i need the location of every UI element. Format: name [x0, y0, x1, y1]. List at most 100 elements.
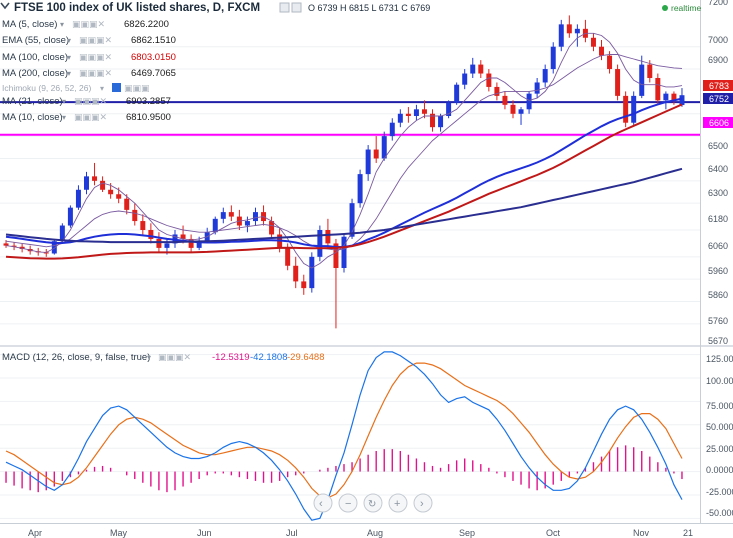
chevron-down-icon[interactable]: ▾ — [67, 53, 71, 62]
plus-icon: + — [394, 498, 400, 510]
chevron-down-icon[interactable]: ▾ — [62, 97, 66, 106]
macd-line-value: -42.1808 — [250, 352, 288, 363]
chevron-down-icon[interactable] — [0, 2, 10, 10]
candle-body — [631, 95, 637, 123]
chevron-down-icon[interactable]: ▾ — [147, 353, 151, 362]
macd-axis[interactable]: 125.00 100.00 75.000 50.000 25.000 0.000… — [706, 354, 733, 518]
zoom-out-button[interactable]: − — [338, 493, 358, 513]
indicator-row-ema55[interactable]: EMA (55, close) ▾ ▣▣▣✕ 6862.1510 — [2, 35, 176, 46]
candle-body — [293, 265, 299, 282]
indicator-row-ma200[interactable]: MA (200, close) ▾ ▣▣▣✕ 6469.7065 — [2, 68, 176, 79]
candle-body — [285, 247, 291, 266]
time-axis[interactable]: Apr May Jun Jul Aug Sep Oct Nov 21 — [28, 528, 693, 538]
indicator-row-ma5[interactable]: MA (5, close) ▾ ▣▣▣✕ 6826.2200 — [2, 19, 169, 30]
indicator-value: 6826.2200 — [124, 19, 169, 30]
symbol-format-icon[interactable] — [279, 2, 290, 13]
indicator-controls-icon[interactable]: ▣▣▣✕ — [158, 352, 191, 362]
price-pane[interactable] — [0, 0, 700, 344]
chevron-down-icon[interactable]: ▾ — [67, 69, 71, 78]
time-label: May — [110, 528, 128, 538]
indicator-row-ma10[interactable]: MA (10, close) ▾ ▣▣▣✕ 6810.9500 — [2, 112, 171, 123]
zoom-controls: ‹ − ↻ + › — [313, 493, 433, 513]
time-label: Jul — [286, 528, 298, 538]
indicator-row-ma21[interactable]: MA (21, close) ▾ ▣▣▣✕ 6903.2857 — [2, 96, 171, 107]
macd-signal-line — [5, 362, 683, 499]
candle-body — [252, 212, 258, 222]
indicator-label: EMA (55, close) — [2, 35, 69, 46]
candle-body — [325, 230, 331, 244]
indicator-controls-icon[interactable]: ▣▣▣✕ — [74, 112, 107, 122]
scroll-right-button-bg[interactable] — [413, 493, 433, 513]
indicator-controls-icon[interactable]: ▣▣▣✕ — [79, 35, 112, 45]
candle-body — [92, 176, 98, 181]
time-label: Oct — [546, 528, 561, 538]
indicator-controls-icon[interactable]: ▣▣▣✕ — [74, 96, 107, 106]
candle-body — [164, 243, 170, 248]
price-axis[interactable]: 7200 7000 6900 6700 6600 6500 6400 6300 … — [703, 0, 733, 346]
candle-body — [269, 221, 275, 235]
price-tick: 5860 — [708, 290, 728, 300]
price-tick: 6180 — [708, 214, 728, 224]
zoom-in-button[interactable]: + — [388, 493, 408, 513]
price-tick: 7200 — [708, 0, 728, 7]
price-tick: 5760 — [708, 316, 728, 326]
scroll-left-button[interactable]: ‹ — [313, 493, 333, 513]
zoom-in-button-bg[interactable] — [388, 493, 408, 513]
candle-body — [11, 245, 17, 247]
macd-pane[interactable] — [0, 347, 700, 523]
candle-body — [244, 221, 250, 226]
candle-body — [405, 113, 411, 116]
candle-body — [140, 221, 146, 230]
indicator-value: 6469.7065 — [131, 68, 176, 79]
candle-body — [510, 104, 516, 114]
chevron-down-icon[interactable]: ▾ — [67, 36, 71, 45]
indicator-controls-icon[interactable]: ▣▣▣✕ — [79, 52, 112, 62]
candle-body — [470, 64, 476, 74]
candle-body — [421, 109, 427, 114]
candle-body — [671, 93, 677, 101]
chevron-down-icon[interactable]: ▾ — [62, 113, 66, 122]
macd-tick: 25.000 — [706, 444, 733, 454]
candle-body — [397, 113, 403, 123]
price-tick: 5960 — [708, 266, 728, 276]
candle-body — [381, 136, 387, 159]
ichimoku-visibility-icon[interactable] — [112, 83, 121, 92]
candle-body — [679, 95, 685, 106]
candle-body — [566, 24, 572, 34]
price-tick: 6400 — [708, 164, 728, 174]
candle-body — [100, 180, 106, 190]
scroll-right-button[interactable]: › — [413, 493, 433, 513]
magenta-line-tag-text: 6606 — [709, 118, 729, 128]
candle-body — [373, 149, 379, 159]
blue-line-tag-text: 6752 — [709, 94, 729, 104]
ma-line — [5, 103, 683, 260]
symbol-title[interactable]: FTSE 100 index of UK listed shares, D, F… — [14, 2, 260, 14]
zoom-out-button-bg[interactable] — [338, 493, 358, 513]
chevron-down-icon[interactable]: ▾ — [100, 84, 104, 93]
candle-body — [486, 73, 492, 87]
candle-body — [599, 46, 605, 56]
minus-icon: − — [345, 498, 351, 510]
chevron-down-icon[interactable]: ▾ — [60, 20, 64, 29]
reset-button-bg[interactable] — [363, 493, 383, 513]
candle-body — [357, 174, 363, 204]
indicator-controls-icon[interactable]: ▣▣▣ — [124, 83, 150, 93]
macd-plot — [5, 351, 683, 521]
indicator-value: 6903.2857 — [126, 96, 171, 107]
indicator-row-ichimoku[interactable]: Ichimoku (9, 26, 52, 26) ▾ ▣▣▣ — [2, 83, 150, 93]
reset-button[interactable]: ↻ — [363, 493, 383, 513]
candle-body — [518, 109, 524, 114]
candle-body — [59, 225, 65, 242]
macd-tick: 50.000 — [706, 422, 733, 432]
ma-line — [5, 167, 683, 244]
candle-body — [494, 86, 500, 96]
symbol-settings-icon[interactable] — [291, 2, 302, 13]
indicator-controls-icon[interactable]: ▣▣▣✕ — [72, 19, 105, 29]
candle-body — [558, 24, 564, 47]
candle-body — [333, 243, 339, 268]
indicator-row-ma100[interactable]: MA (100, close) ▾ ▣▣▣✕ 6803.0150 — [2, 52, 176, 63]
indicator-controls-icon[interactable]: ▣▣▣✕ — [79, 68, 112, 78]
macd-legend[interactable]: MACD (12, 26, close, 9, false, true) ▾ ▣… — [2, 352, 325, 363]
scroll-left-button-bg[interactable] — [313, 493, 333, 513]
